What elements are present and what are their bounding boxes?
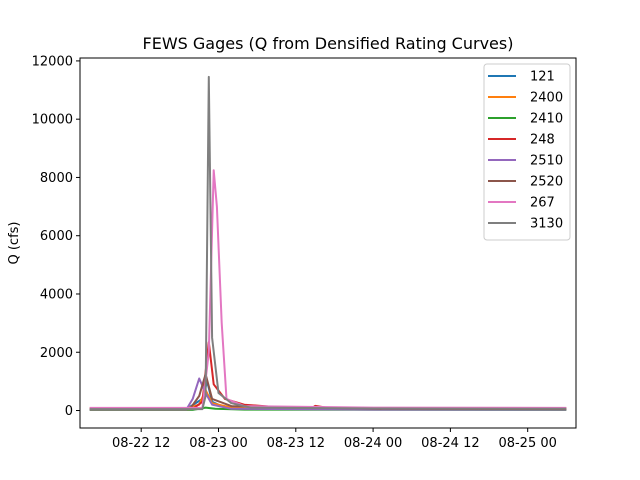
legend-box	[483, 63, 571, 241]
x-tick-label: 08-24 00	[344, 436, 402, 451]
y-tick-label: 6000	[40, 229, 73, 244]
y-axis-label: Q (cfs)	[7, 221, 22, 264]
x-tick-label: 08-25 00	[498, 436, 556, 451]
series-line-121	[89, 380, 567, 411]
series-line-2520	[89, 373, 567, 411]
y-tick-label: 10000	[32, 113, 73, 128]
x-tick-label: 08-23 12	[267, 436, 325, 451]
legend-label-121: 121	[530, 70, 555, 85]
legend-label-2520: 2520	[530, 175, 563, 190]
series-line-2510	[89, 377, 567, 411]
legend-label-2410: 2410	[530, 112, 563, 127]
legend-label-3130: 3130	[530, 217, 563, 232]
series-line-248	[89, 341, 567, 410]
legend-label-248: 248	[530, 133, 555, 148]
chart-title: FEWS Gages (Q from Densified Rating Curv…	[143, 34, 514, 53]
series-line-2400	[89, 389, 567, 410]
legend-label-2400: 2400	[530, 91, 563, 106]
legend-label-267: 267	[530, 196, 555, 211]
legend: 121 2400 2410 248 2510 2520 267 3130	[483, 63, 571, 241]
y-tick-label: 12000	[32, 54, 73, 69]
x-axis: 08-22 12 08-23 00 08-23 12 08-24 00 08-24 12…	[112, 428, 557, 451]
y-tick-label: 4000	[40, 287, 73, 302]
series-line-3130	[89, 75, 567, 411]
x-tick-label: 08-24 12	[421, 436, 479, 451]
y-tick-label: 2000	[40, 346, 73, 361]
y-tick-label: 8000	[40, 171, 73, 186]
y-axis: 0 2000 4000 6000 8000 10000 12000	[32, 54, 80, 419]
x-tick-label: 08-22 12	[112, 436, 170, 451]
x-tick-label: 08-23 00	[189, 436, 247, 451]
plot-frame	[79, 57, 577, 429]
legend-label-2510: 2510	[530, 154, 563, 169]
y-tick-label: 0	[65, 404, 73, 419]
plot-lines	[89, 75, 567, 411]
